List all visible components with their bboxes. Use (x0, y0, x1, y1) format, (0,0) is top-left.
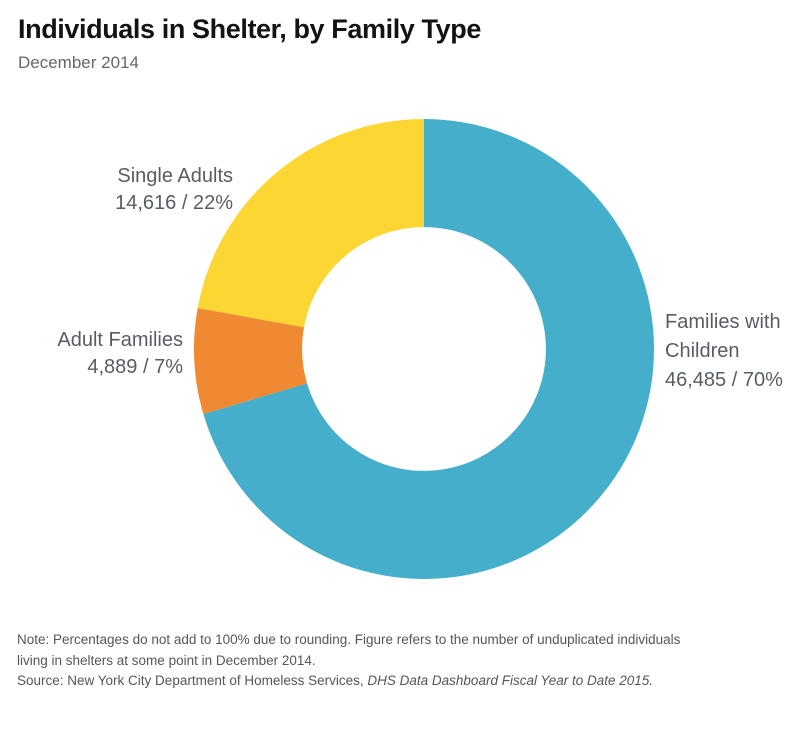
footnote: Note: Percentages do not add to 100% due… (17, 629, 680, 671)
source-citation-text: Source: New York City Department of Home… (17, 673, 368, 688)
footnote-line2: living in shelters at some point in Dece… (17, 653, 316, 668)
chart-subtitle: December 2014 (18, 53, 139, 72)
label-adult-families: Adult Families 4,889 / 7% (57, 327, 183, 381)
label-single-adults: Single Adults 14,616 / 22% (115, 163, 233, 217)
source-citation: Source: New York City Department of Home… (17, 673, 653, 688)
label-families-value: 46,485 / 70% (665, 369, 783, 391)
label-families-line2: Children (665, 340, 740, 362)
label-families-with-children: Families with Children 46,485 / 70% (665, 308, 783, 395)
label-adult-families-name: Adult Families (57, 329, 183, 351)
label-adult-families-value: 4,889 / 7% (87, 356, 183, 378)
donut-segment-single-adults (197, 119, 424, 328)
label-single-adults-value: 14,616 / 22% (115, 192, 233, 214)
page-title: Individuals in Shelter, by Family Type (18, 14, 481, 44)
donut-segment-adult-families (194, 308, 308, 414)
donut-segment-families-with-children (203, 119, 654, 579)
footnote-line1: Note: Percentages do not add to 100% due… (17, 632, 681, 647)
label-families-line1: Families with (665, 311, 781, 333)
source-citation-title: DHS Data Dashboard Fiscal Year to Date 2… (367, 673, 654, 688)
label-single-adults-name: Single Adults (117, 165, 233, 187)
donut-chart (194, 119, 654, 579)
